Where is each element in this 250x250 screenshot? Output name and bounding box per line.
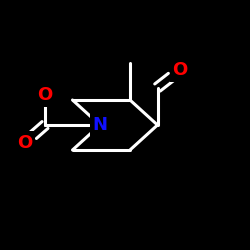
Text: O: O [18,134,32,152]
Text: N: N [92,116,108,134]
Text: O: O [38,86,52,104]
Text: O: O [172,61,188,79]
